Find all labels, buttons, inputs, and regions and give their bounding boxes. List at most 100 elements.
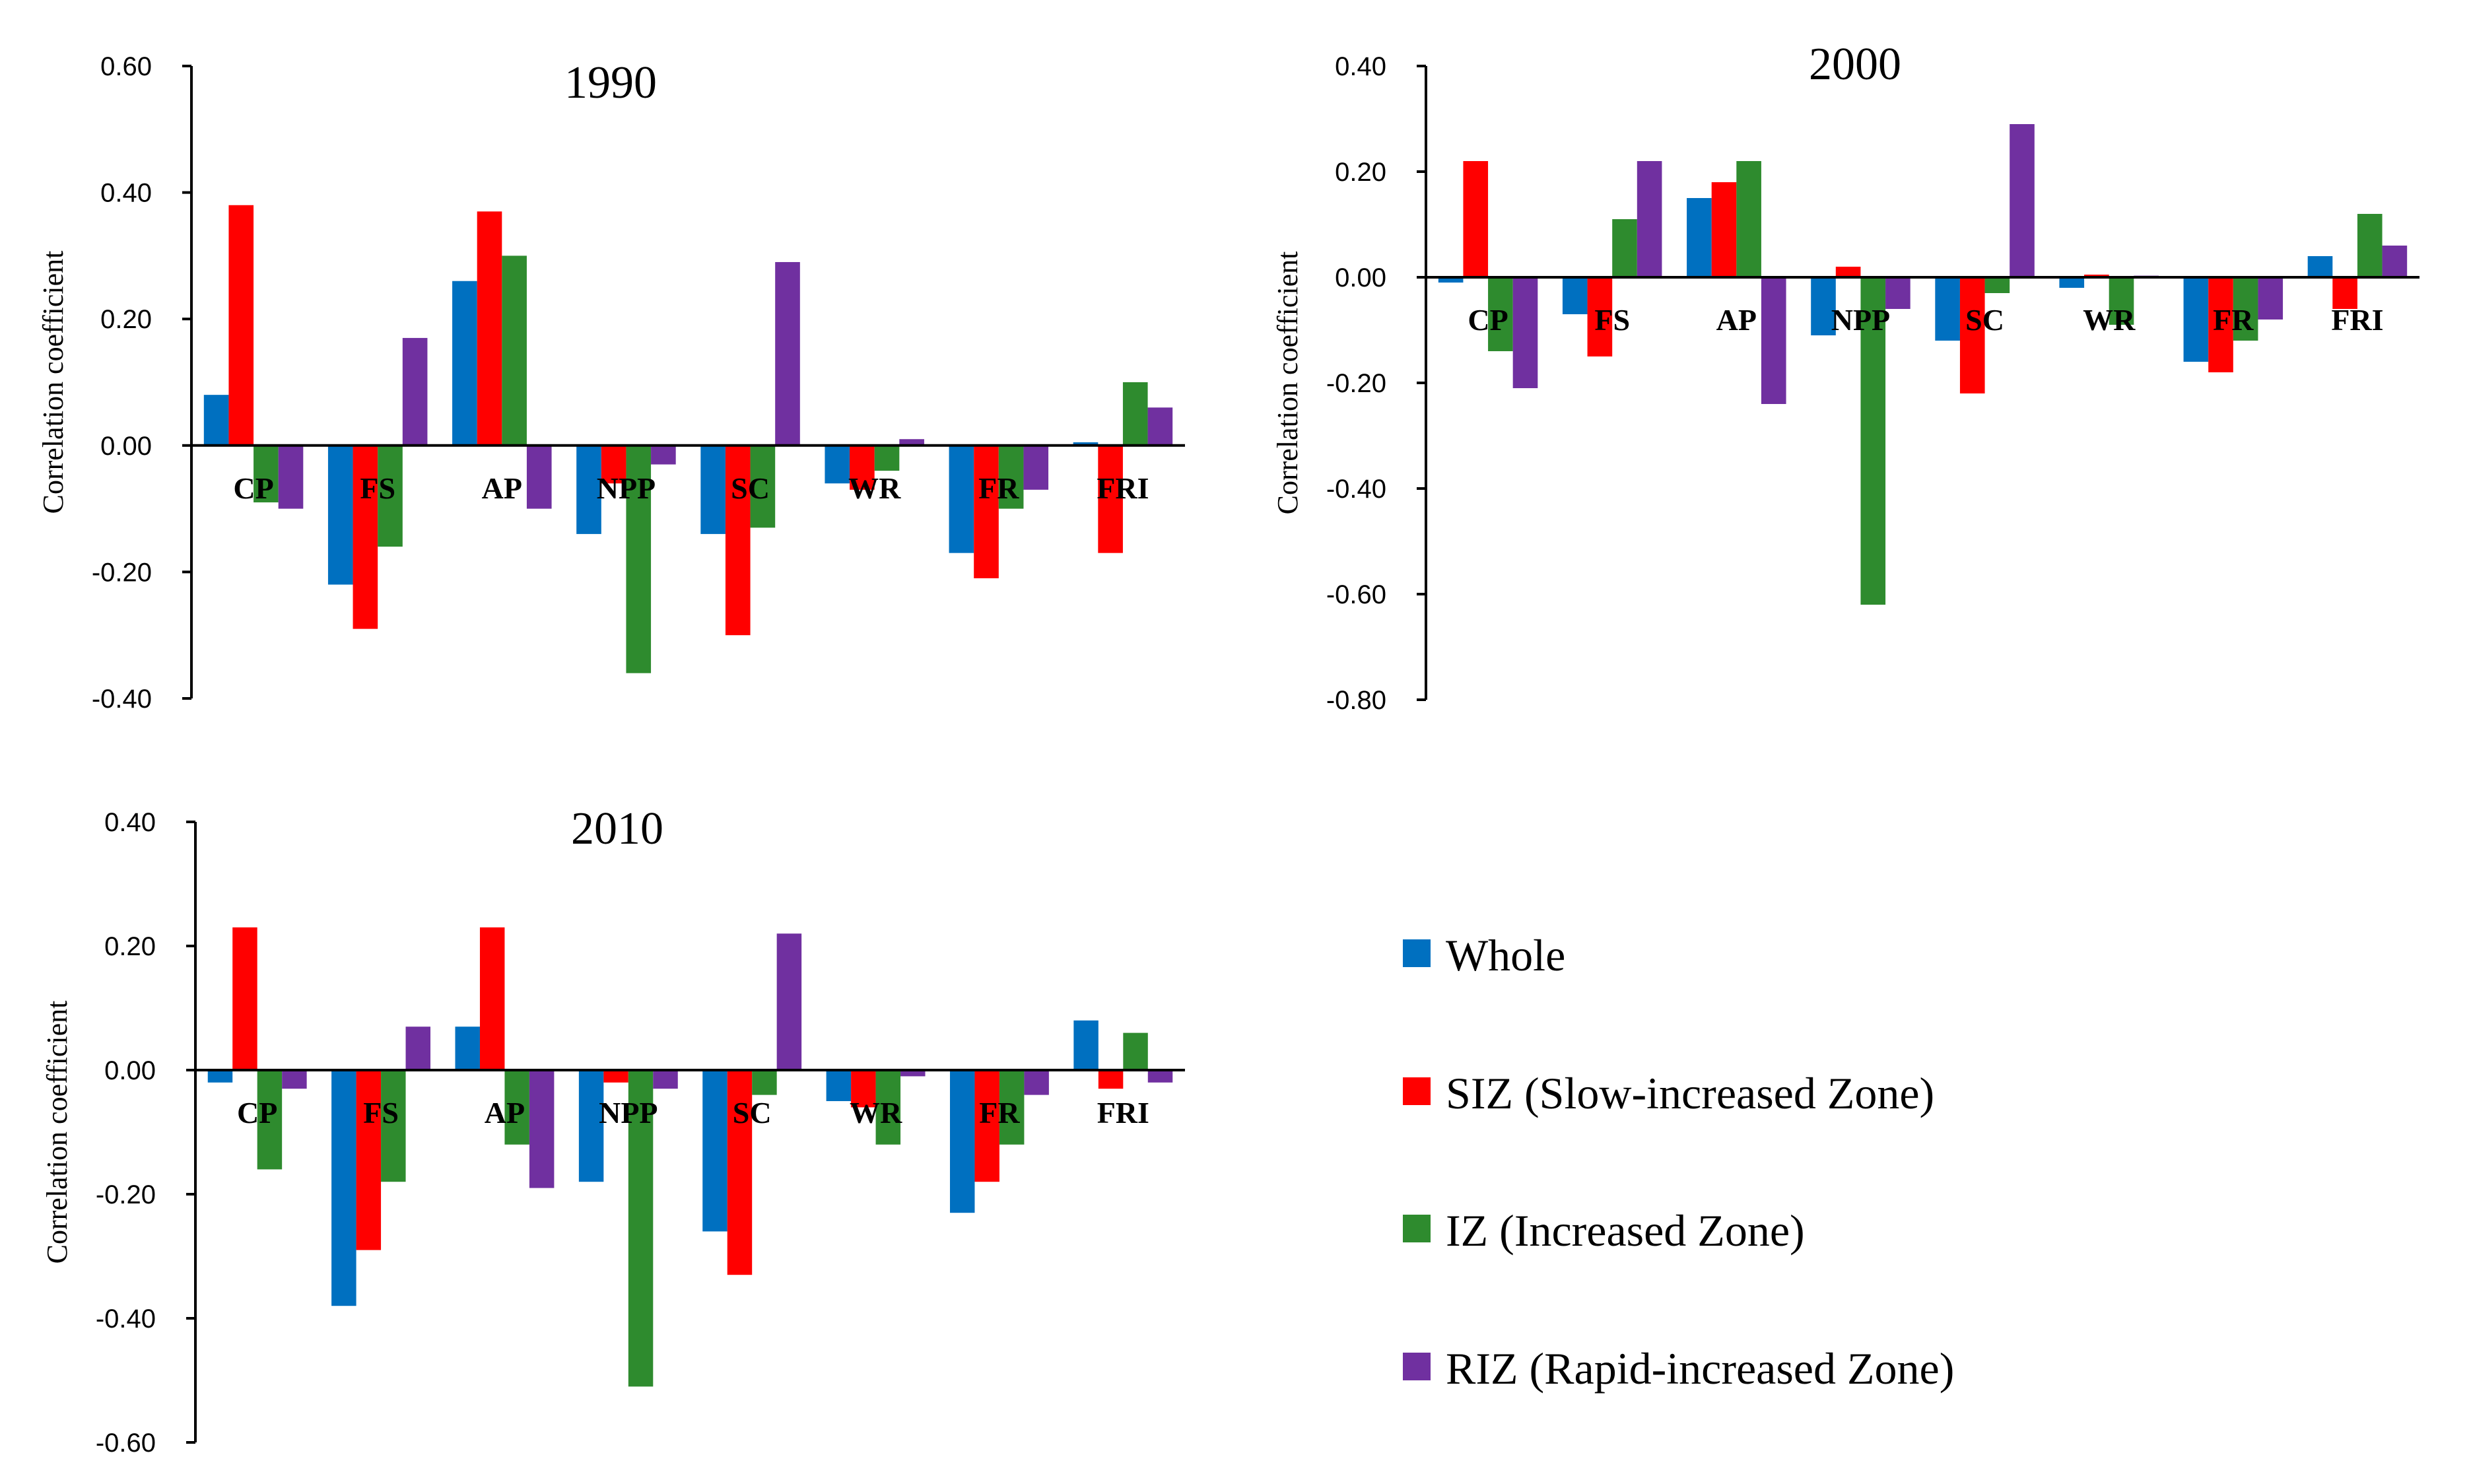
chart-1990: 1990 Correlation coefficient 0.60 0.40 0.20 0… xyxy=(37,52,1185,714)
bar-riz-wr xyxy=(899,439,924,446)
bar-iz-fr xyxy=(999,1070,1025,1145)
category-label: AP xyxy=(485,1096,525,1130)
bar-whole-npp xyxy=(1811,277,1836,335)
bar-siz-wr xyxy=(850,445,875,490)
bar-riz-fr xyxy=(1024,1070,1049,1095)
category-label: FRI xyxy=(2331,303,2383,337)
category-label: CP xyxy=(237,1096,277,1130)
category-label: NPP xyxy=(599,1096,658,1130)
bar-riz-sc xyxy=(2010,124,2035,277)
y-tick-label: 0.00 xyxy=(1335,263,1386,292)
bar-riz-fr xyxy=(2258,277,2283,320)
y-tick-label: -0.40 xyxy=(1326,475,1386,504)
y-tick-label: -0.80 xyxy=(1326,686,1386,715)
bar-iz-fr xyxy=(2233,277,2258,341)
bar-iz-npp xyxy=(1860,277,1886,605)
legend-label-riz: RIZ (Rapid-increased Zone) xyxy=(1446,1343,1954,1394)
bar-iz-cp xyxy=(254,445,279,503)
legend-label-iz: IZ (Increased Zone) xyxy=(1446,1205,1805,1256)
bar-siz-cp xyxy=(1463,161,1489,277)
bar-whole-cp xyxy=(1438,277,1464,283)
bar-siz-fr xyxy=(974,445,999,578)
bar-riz-cp xyxy=(282,1070,307,1089)
bar-whole-ap xyxy=(452,281,477,446)
category-label: SC xyxy=(733,1096,772,1130)
bar-iz-fs xyxy=(378,445,403,547)
bar-siz-fri xyxy=(1098,445,1123,553)
bar-iz-cp xyxy=(257,1070,283,1170)
y-tick-label: 0.20 xyxy=(104,932,156,961)
chart-title: 2010 xyxy=(571,803,663,854)
bar-whole-fri xyxy=(1073,442,1099,446)
bar-riz-fri xyxy=(1147,407,1173,446)
category-label: FR xyxy=(979,1096,1020,1130)
bar-whole-wr xyxy=(826,1070,852,1101)
category-label: WR xyxy=(850,1096,902,1130)
bar-siz-fs xyxy=(353,445,378,629)
category-label: CP xyxy=(1468,303,1508,337)
y-axis-label: Correlation coefficient xyxy=(37,251,69,514)
bar-whole-npp xyxy=(578,1070,604,1182)
bar-whole-cp xyxy=(203,395,229,446)
bar-whole-fr xyxy=(949,445,974,553)
bar-siz-fri xyxy=(1098,1070,1124,1089)
bar-siz-fr xyxy=(2208,277,2233,372)
bar-riz-cp xyxy=(278,445,304,509)
bar-whole-cp xyxy=(207,1070,233,1083)
y-tick-label: 0.20 xyxy=(100,305,152,334)
bar-whole-ap xyxy=(455,1027,480,1070)
bar-whole-sc xyxy=(702,1070,727,1232)
bar-siz-npp xyxy=(601,445,626,484)
category-label: FRI xyxy=(1097,1096,1149,1130)
bar-riz-fri xyxy=(2382,246,2408,277)
y-tick-label: 0.40 xyxy=(104,808,156,837)
y-axis-label: Correlation coefficient xyxy=(41,1001,73,1264)
category-label: CP xyxy=(233,471,273,505)
y-tick-label: 0.00 xyxy=(104,1056,156,1085)
y-tick-label: -0.20 xyxy=(92,558,152,587)
bar-iz-ap xyxy=(1736,161,1761,277)
bar-iz-wr xyxy=(875,1070,901,1145)
y-tick-label: -0.20 xyxy=(1326,369,1386,398)
bar-whole-fs xyxy=(331,1070,356,1306)
bar-siz-fri xyxy=(2332,277,2357,309)
category-label: FR xyxy=(2213,303,2254,337)
bar-iz-wr xyxy=(2109,277,2134,325)
y-tick-label: -0.60 xyxy=(1326,580,1386,609)
bar-riz-cp xyxy=(1512,277,1538,388)
category-label: WR xyxy=(2083,303,2136,337)
bar-iz-ap xyxy=(502,255,527,446)
bar-whole-fri xyxy=(2307,256,2333,277)
bar-iz-fri xyxy=(1122,382,1148,446)
bar-whole-npp xyxy=(576,445,601,534)
bar-riz-fs xyxy=(402,337,428,446)
category-label: SC xyxy=(1965,303,2004,337)
bar-siz-cp xyxy=(232,927,257,1070)
bar-whole-fr xyxy=(949,1070,975,1213)
bar-whole-fr xyxy=(2183,277,2209,362)
legend-label-siz: SIZ (Slow-increased Zone) xyxy=(1446,1068,1934,1118)
bar-siz-sc xyxy=(727,1070,753,1275)
bar-iz-sc xyxy=(1984,277,2010,293)
bar-riz-ap xyxy=(526,445,552,509)
bar-riz-ap xyxy=(1761,277,1786,404)
y-tick-label: -0.40 xyxy=(96,1304,156,1333)
bar-siz-fs xyxy=(1587,277,1613,356)
chart-2010: 2010 Correlation coefficient 0.40 0.20 0.00 -… xyxy=(41,803,1185,1458)
y-tick-label: 0.40 xyxy=(1335,52,1386,81)
bar-whole-fs xyxy=(1562,277,1588,314)
y-axis-label: Correlation coefficient xyxy=(1271,252,1304,515)
bar-siz-ap xyxy=(1711,182,1737,277)
bar-siz-wr xyxy=(851,1070,876,1108)
bar-iz-cp xyxy=(1488,277,1513,351)
bar-siz-ap xyxy=(477,211,502,446)
bar-whole-fs xyxy=(327,445,353,585)
bar-siz-npp xyxy=(1835,267,1861,277)
y-tick-label: -0.20 xyxy=(96,1180,156,1209)
bar-siz-ap xyxy=(479,927,505,1070)
bar-riz-fs xyxy=(405,1027,431,1070)
bar-riz-fs xyxy=(1637,161,1662,277)
bar-iz-sc xyxy=(752,1070,777,1095)
bar-siz-fr xyxy=(974,1070,999,1182)
bar-whole-wr xyxy=(2059,277,2085,288)
